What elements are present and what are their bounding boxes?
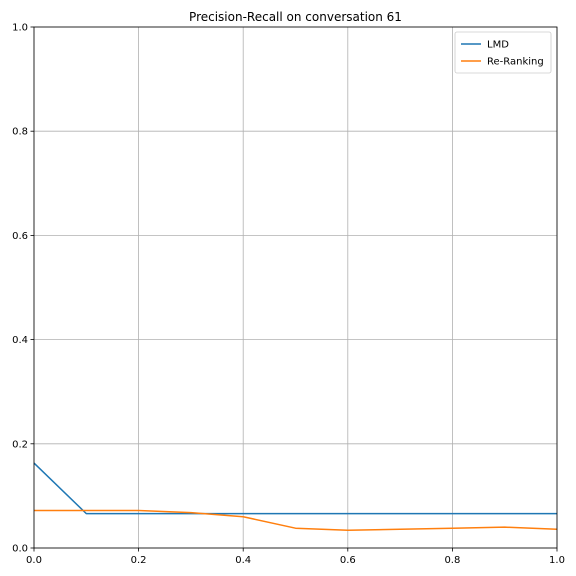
x-tick-label: 0.8 xyxy=(444,555,460,566)
x-axis: 0.0 0.2 0.4 0.6 0.8 1.0 xyxy=(26,548,565,566)
legend: LMD Re-Ranking xyxy=(454,31,552,74)
y-tick-label: 1.0 xyxy=(12,23,28,34)
grid xyxy=(33,26,558,549)
legend-box xyxy=(454,31,552,74)
y-axis: 0.0 0.2 0.4 0.6 0.8 1.0 xyxy=(12,23,34,555)
y-tick-label: 0.6 xyxy=(12,231,28,242)
x-tick-label: 1.0 xyxy=(549,555,565,566)
plot-frame xyxy=(33,26,558,549)
y-tick-label: 0.0 xyxy=(12,544,28,555)
y-tick-label: 0.2 xyxy=(12,439,28,450)
series-layer xyxy=(33,462,558,532)
x-tick-label: 0.6 xyxy=(340,555,356,566)
y-tick-label: 0.4 xyxy=(12,335,28,346)
series-line-re-ranking xyxy=(34,509,558,532)
y-tick-label: 0.8 xyxy=(12,127,28,138)
legend-label: Re-Ranking xyxy=(487,57,544,68)
series-line-lmd xyxy=(33,462,557,515)
chart-title: Precision-Recall on conversation 61 xyxy=(189,10,402,24)
x-tick-label: 0.4 xyxy=(235,555,251,566)
legend-label: LMD xyxy=(487,40,509,51)
x-tick-label: 0.2 xyxy=(131,555,147,566)
x-tick-label: 0.0 xyxy=(26,555,42,566)
